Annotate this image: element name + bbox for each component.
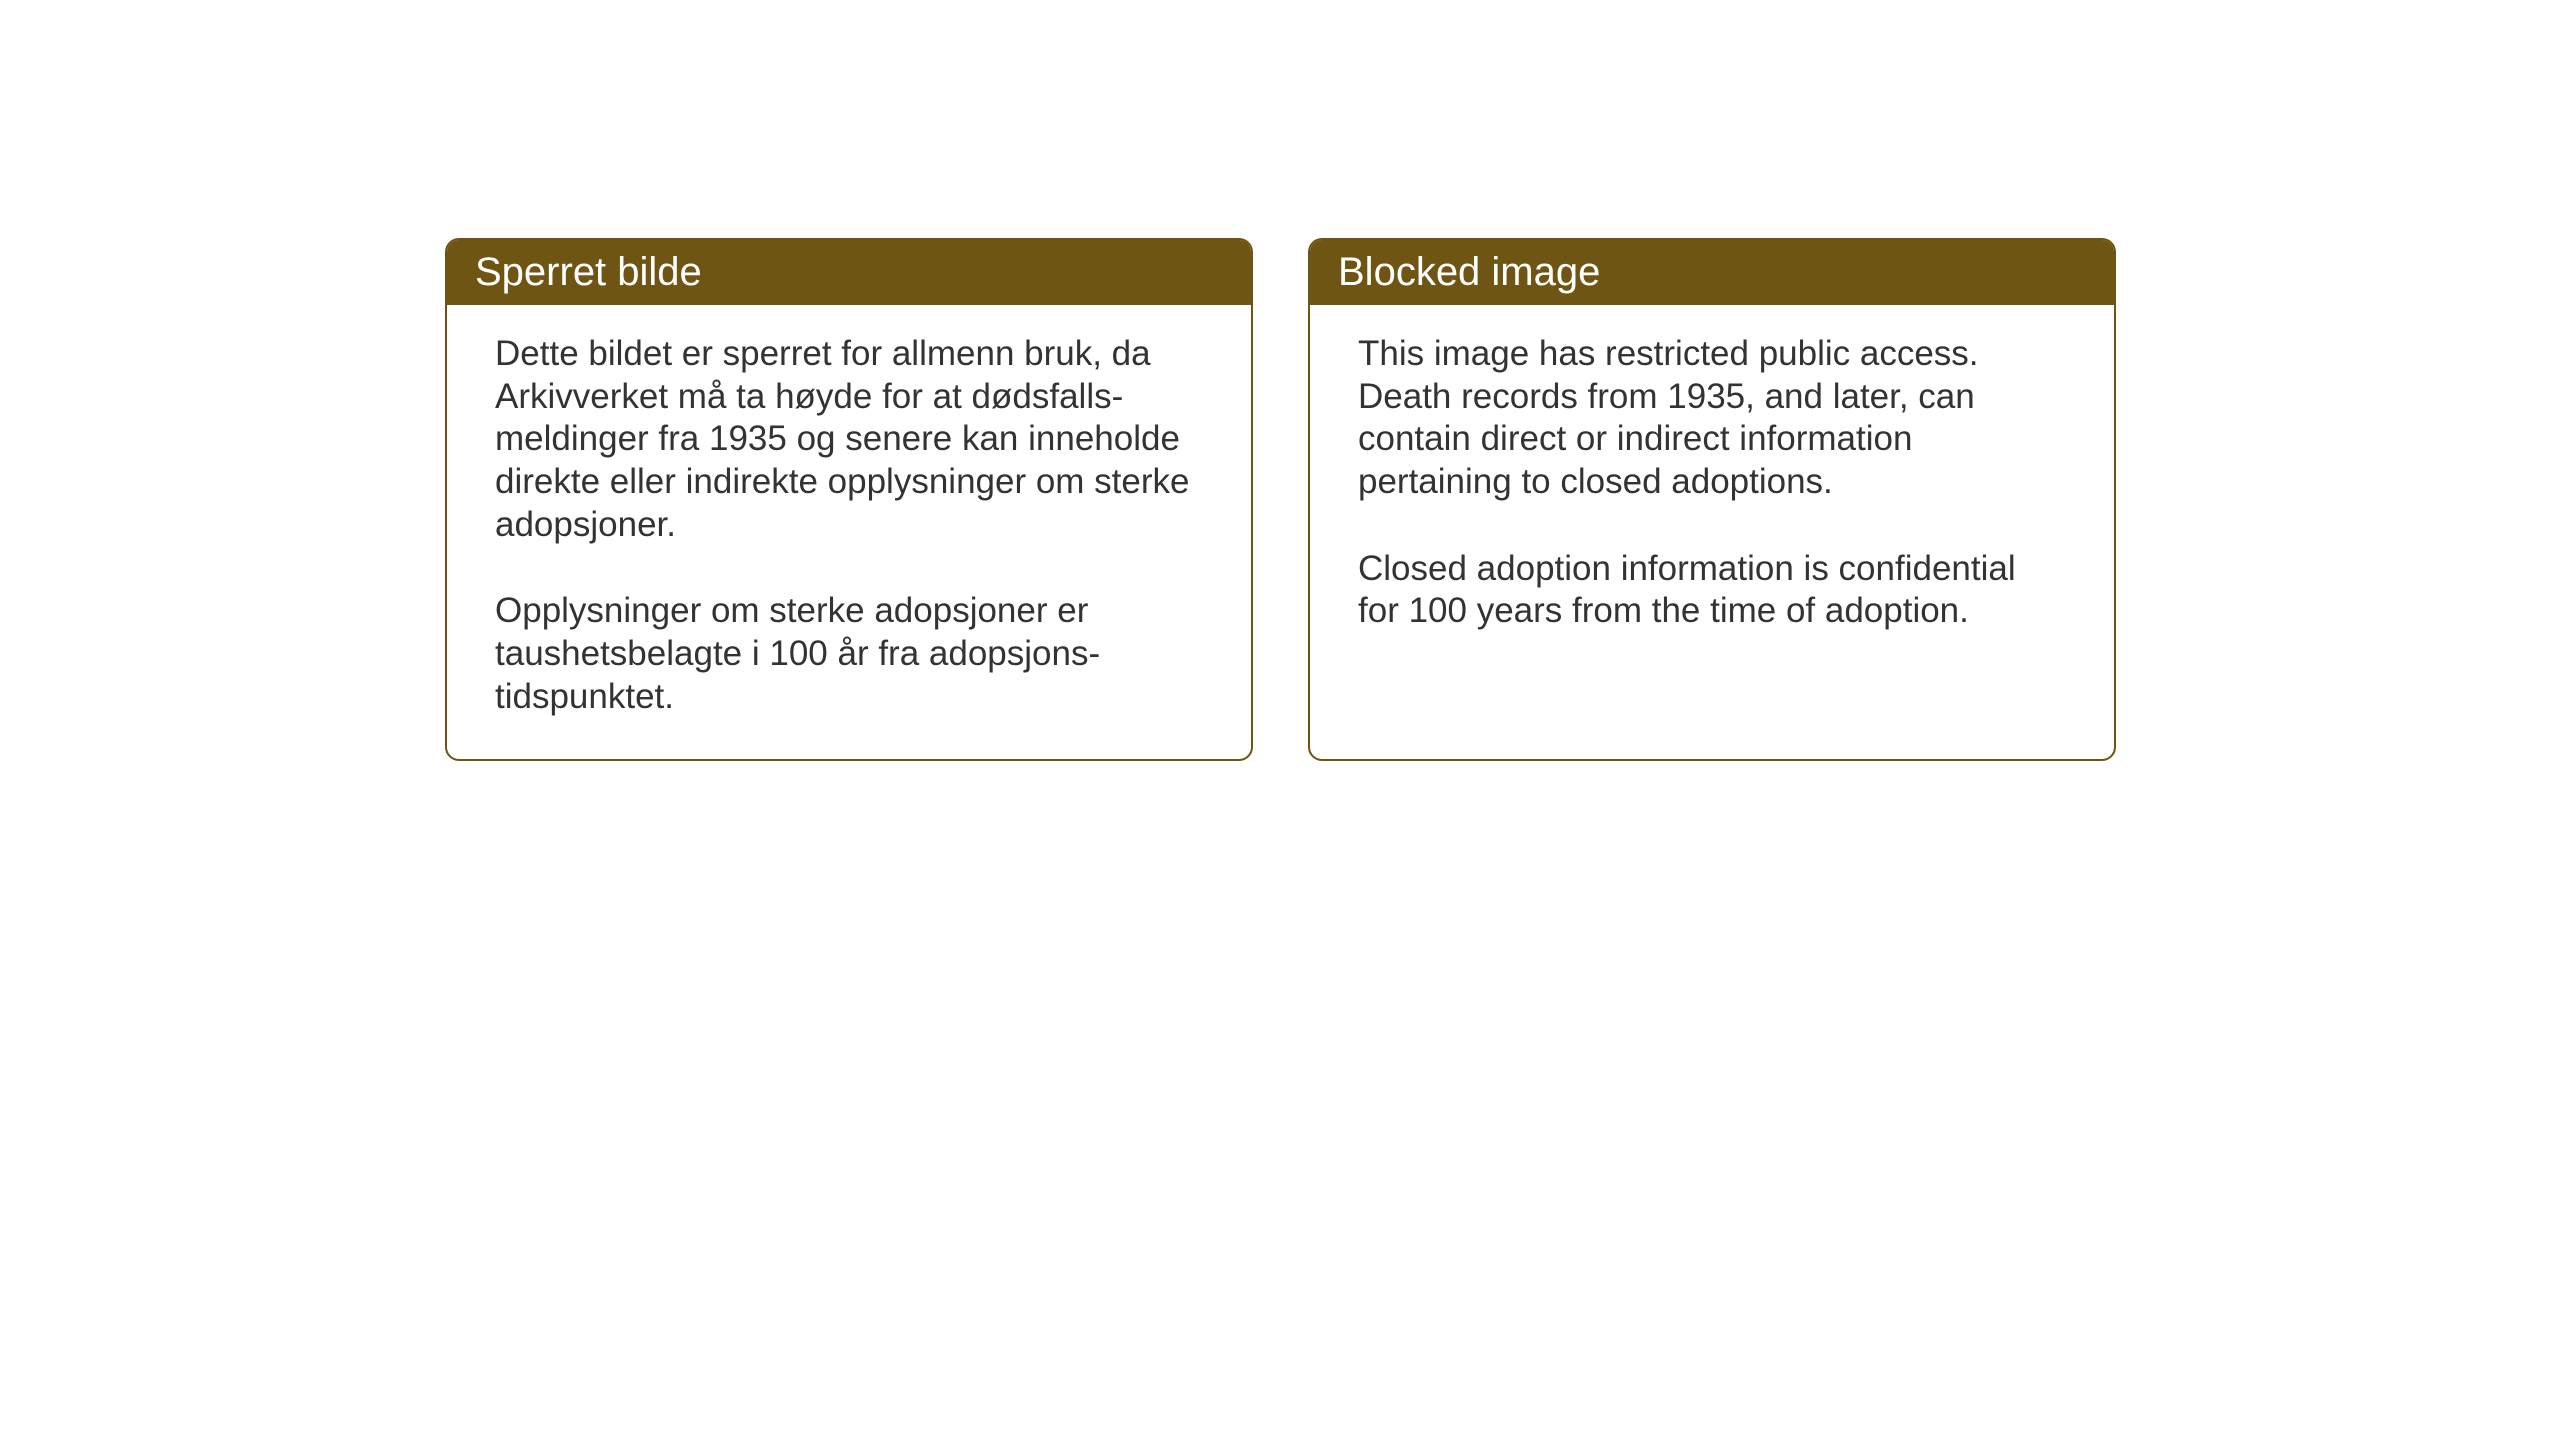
norwegian-card-body: Dette bildet er sperret for allmenn bruk… — [447, 305, 1251, 759]
norwegian-notice-card: Sperret bilde Dette bildet er sperret fo… — [445, 238, 1253, 761]
notice-container: Sperret bilde Dette bildet er sperret fo… — [445, 238, 2116, 761]
norwegian-card-title: Sperret bilde — [447, 240, 1251, 305]
norwegian-paragraph-1: Dette bildet er sperret for allmenn bruk… — [495, 333, 1203, 546]
english-card-body: This image has restricted public access.… — [1310, 305, 2114, 673]
english-card-title: Blocked image — [1310, 240, 2114, 305]
english-paragraph-2: Closed adoption information is confident… — [1358, 548, 2066, 633]
english-paragraph-1: This image has restricted public access.… — [1358, 333, 2066, 504]
english-notice-card: Blocked image This image has restricted … — [1308, 238, 2116, 761]
norwegian-paragraph-2: Opplysninger om sterke adopsjoner er tau… — [495, 590, 1203, 718]
